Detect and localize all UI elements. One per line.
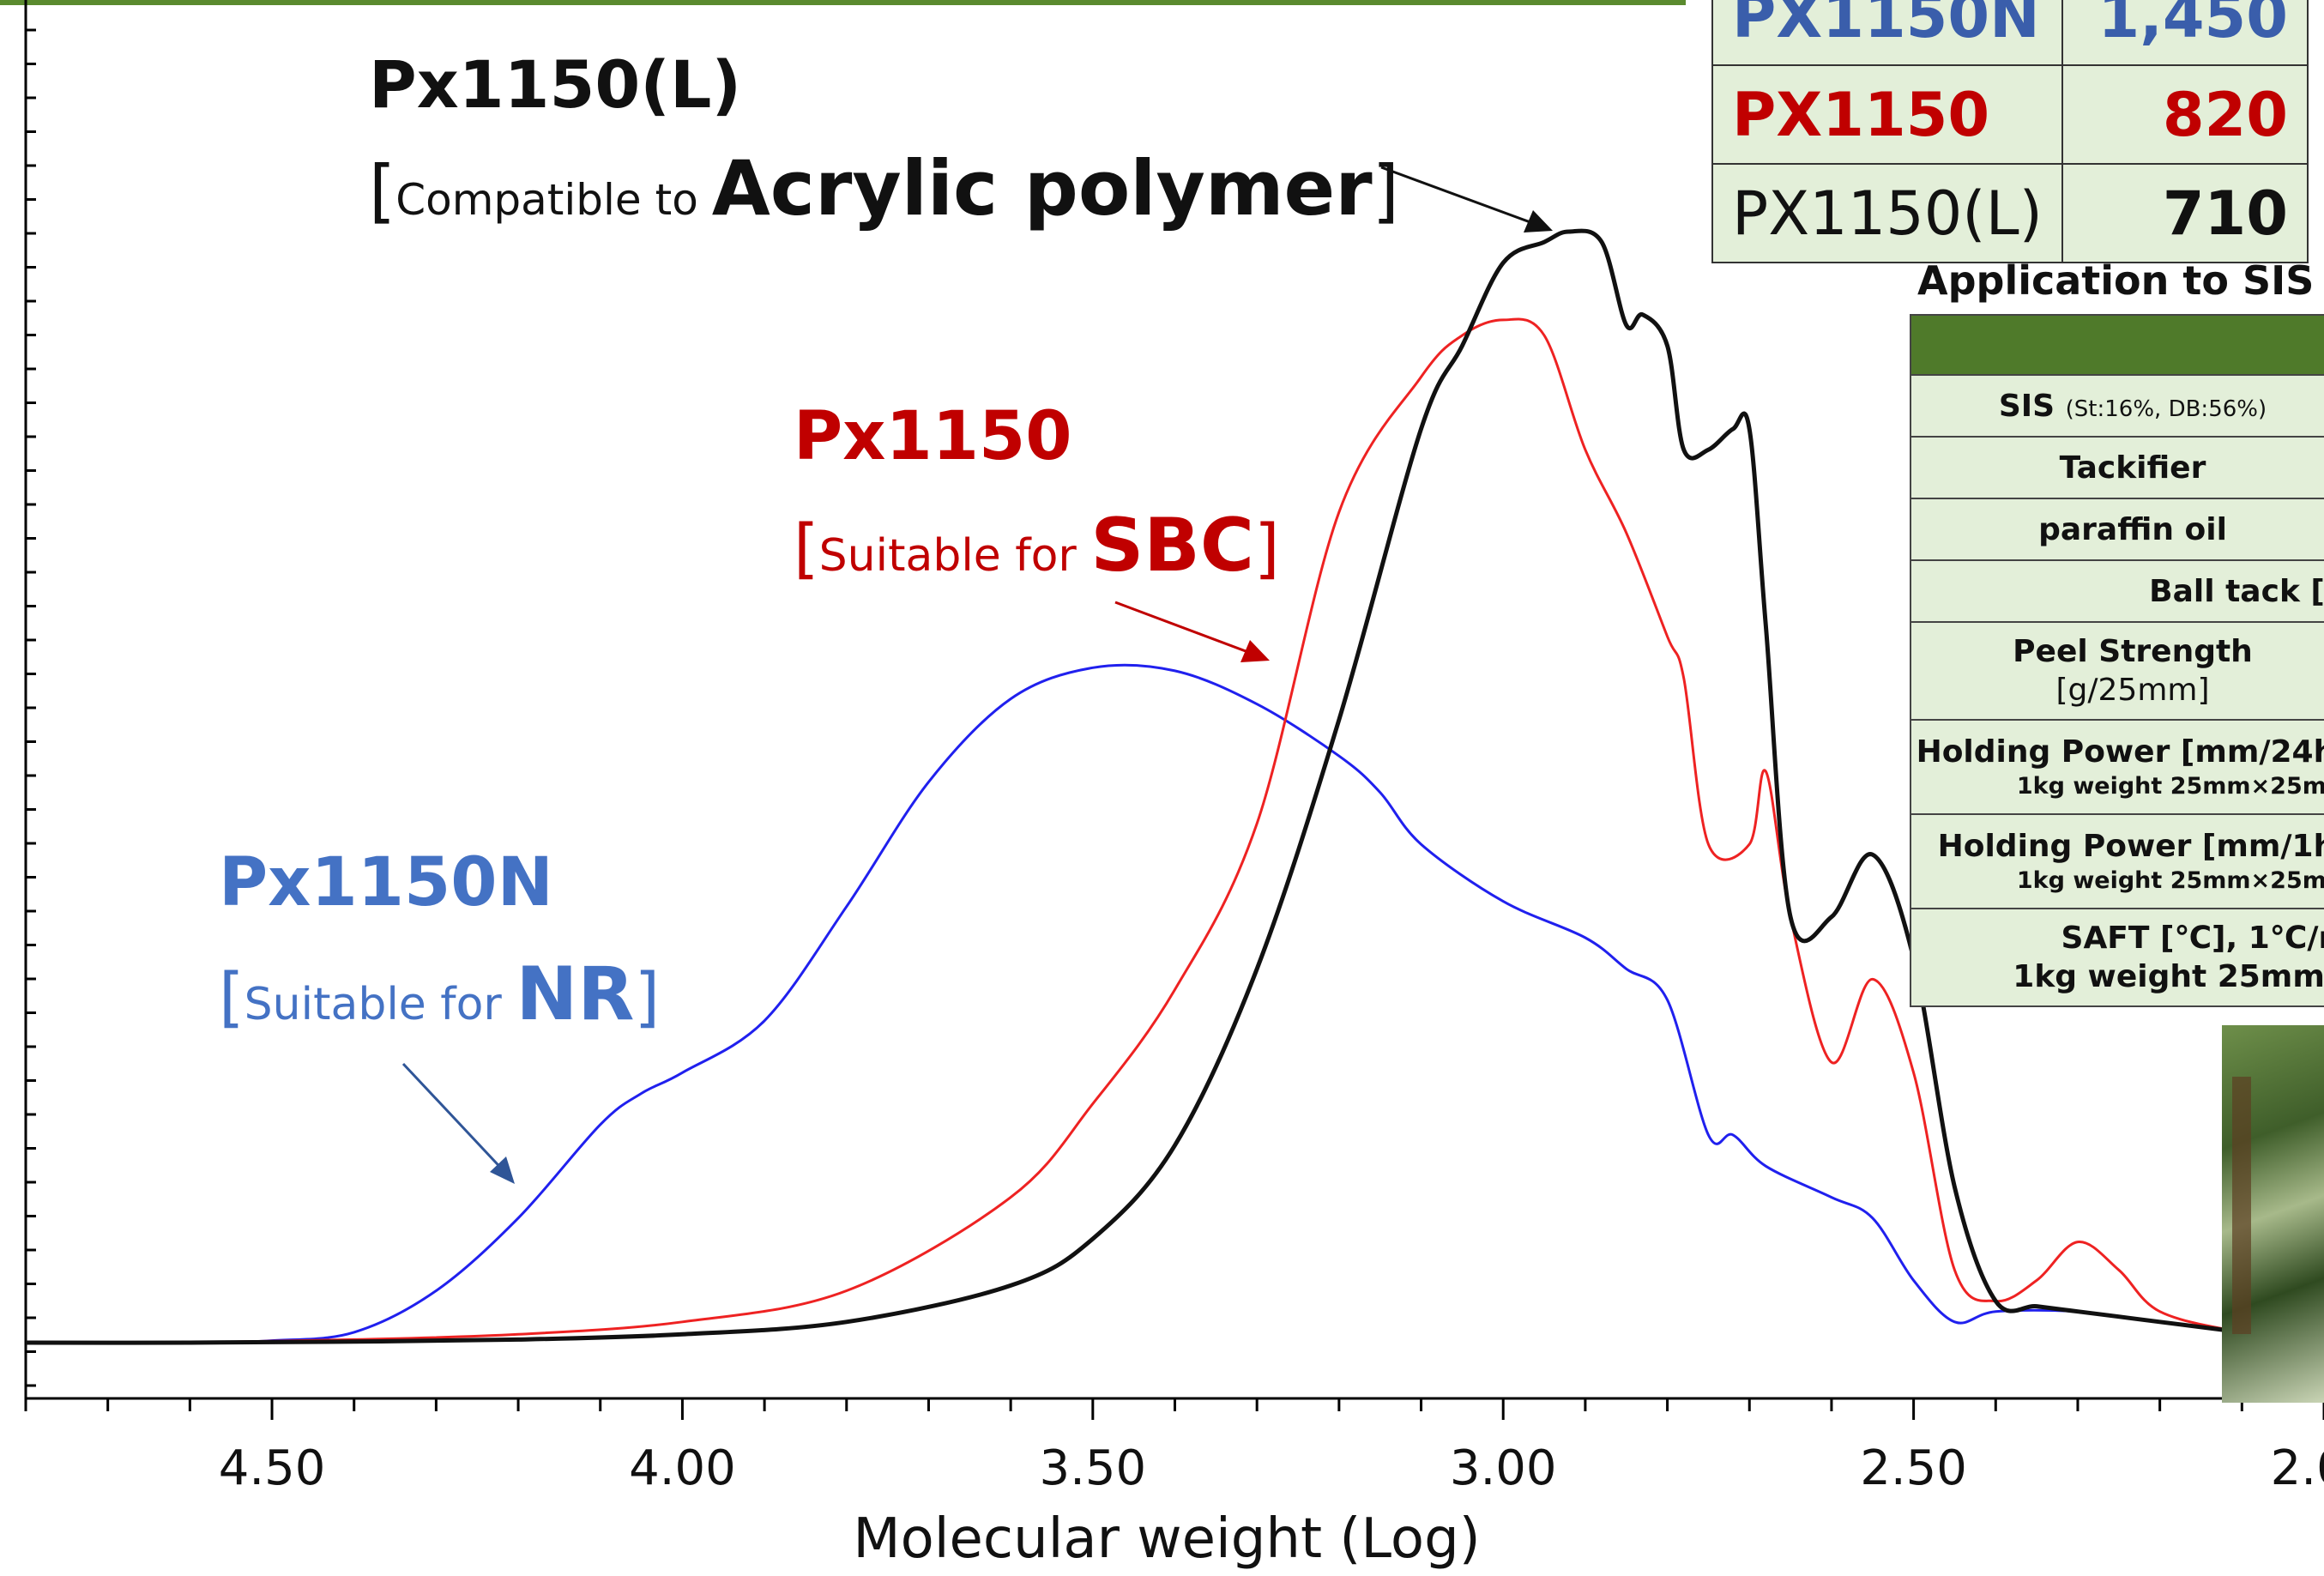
properties-row: Ball tack [N	[1910, 559, 2324, 623]
mw-row: PX1150N 1,450	[1711, 0, 2309, 66]
annotation-s-arrow	[1114, 601, 1260, 658]
property-saft-label: SAFT [℃], 1℃/m	[2061, 921, 2324, 956]
properties-row: paraffin oil	[1910, 498, 2324, 561]
mw-row: PX1150 820	[1711, 64, 2309, 165]
annotation-n-small: Suitable for	[244, 979, 516, 1030]
property-holding-24hr-label: Holding Power [mm/24hr	[1916, 734, 2324, 770]
top-accent-bar	[0, 0, 1686, 5]
annotation-s-small: Suitable for	[819, 530, 1091, 582]
y-axis-ticks	[26, 28, 36, 1387]
property-ball-tack: Ball tack [N	[1910, 559, 2324, 623]
properties-row: SIS (St:16%, DB:56%)	[1910, 374, 2324, 438]
forest-photo	[2222, 1025, 2324, 1403]
x-axis-ticks: 4.50 4.00 3.50 3.00 2.50 2.00	[24, 1398, 2324, 1496]
series-layer	[25, 228, 2324, 1345]
x-tick-label: 3.00	[1450, 1440, 1557, 1496]
x-tick-label: 2.00	[2271, 1440, 2324, 1496]
annotation-n-desc: [Suitable for NR]	[219, 951, 660, 1037]
forest-photo-trunk	[2232, 1077, 2251, 1334]
annotation-n-open: [	[219, 958, 244, 1035]
property-sis-label: SIS	[1998, 388, 2055, 424]
annotation-n-close: ]	[635, 958, 661, 1035]
properties-row: Holding Power [mm/1hr 1kg weight 25mm×25m…	[1910, 813, 2324, 909]
properties-row: Holding Power [mm/24hr 1kg weight 25mm×25…	[1910, 719, 2324, 815]
annotation-l-title: Px1150(L)	[369, 46, 741, 123]
mw-name-px1150l: PX1150(L)	[1711, 163, 2063, 263]
annotation-l-arrow	[1380, 166, 1545, 229]
mw-value-px1150: 820	[2061, 64, 2309, 165]
series-line-px1150n	[25, 663, 2324, 1344]
series-line-px1150-l-	[25, 228, 2324, 1345]
property-holding-1hr-sub: 1kg weight 25mm×25mm	[2016, 867, 2324, 894]
annotation-l-arrowhead	[1524, 210, 1553, 232]
mw-value-px1150n: 1,450	[2061, 0, 2309, 66]
property-holding-1hr: Holding Power [mm/1hr 1kg weight 25mm×25m…	[1910, 813, 2324, 909]
annotation-s-open: [	[794, 510, 819, 586]
annotation-s-desc: [Suitable for SBC]	[794, 503, 1280, 589]
annotation-n-big: NR	[516, 951, 634, 1037]
annotation-n-arrow	[401, 1062, 510, 1177]
properties-header-row	[1910, 314, 2324, 376]
mw-value-px1150l: 710	[2061, 163, 2309, 263]
x-tick-label: 2.50	[1860, 1440, 1967, 1496]
mw-name-px1150n: PX1150N	[1711, 0, 2063, 66]
x-tick-label: 3.50	[1039, 1440, 1146, 1496]
annotation-s-close: ]	[1254, 510, 1280, 586]
annotation-l-small: Compatible to	[395, 175, 711, 225]
properties-row: Peel Strength [g/25mm]	[1910, 621, 2324, 721]
properties-row: Tackifier	[1910, 436, 2324, 499]
properties-table: SIS (St:16%, DB:56%) Tackifier paraffin …	[1910, 314, 2324, 1007]
property-holding-1hr-label: Holding Power [mm/1hr	[1937, 829, 2324, 864]
property-tackifier: Tackifier	[1910, 436, 2324, 499]
property-sis-suffix: (St:16%, DB:56%)	[2065, 396, 2267, 422]
property-saft-sub: 1kg weight 25mm×	[2013, 959, 2324, 994]
property-holding-24hr-sub: 1kg weight 25mm×25mm	[2016, 773, 2324, 800]
x-tick-label: 4.50	[219, 1440, 326, 1496]
property-saft: SAFT [℃], 1℃/m 1kg weight 25mm×	[1910, 908, 2324, 1007]
property-peel-sub: [g/25mm]	[2055, 673, 2210, 708]
x-tick-label: 4.00	[629, 1440, 736, 1496]
application-title: Application to SIS ba	[1917, 257, 2324, 304]
annotation-s-big: SBC	[1090, 503, 1254, 589]
mw-table: PX1150N 1,450 PX1150 820 PX1150(L) 710	[1711, 0, 2309, 263]
annotation-l-open: [	[369, 151, 395, 231]
property-sis: SIS (St:16%, DB:56%)	[1910, 374, 2324, 438]
x-axis-label: Molecular weight (Log)	[853, 1507, 1480, 1571]
properties-row: SAFT [℃], 1℃/m 1kg weight 25mm×	[1910, 908, 2324, 1007]
annotation-l-desc: [Compatible to Acrylic polymer]	[369, 144, 1399, 232]
mw-row: PX1150(L) 710	[1711, 163, 2309, 263]
annotation-n-title: Px1150N	[219, 844, 553, 921]
annotation-n-arrowhead	[490, 1156, 515, 1184]
mw-name-px1150: PX1150	[1711, 64, 2063, 165]
annotation-s-title: Px1150	[794, 398, 1072, 475]
property-peel-strength: Peel Strength [g/25mm]	[1910, 621, 2324, 721]
annotation-l-big: Acrylic polymer	[712, 144, 1373, 232]
property-peel-label: Peel Strength	[2013, 634, 2253, 669]
annotation-l-close: ]	[1373, 151, 1399, 231]
properties-header-cell	[1910, 314, 2324, 376]
property-paraffin-oil: paraffin oil	[1910, 498, 2324, 561]
property-holding-24hr: Holding Power [mm/24hr 1kg weight 25mm×25…	[1910, 719, 2324, 815]
series-line-px1150	[25, 317, 2324, 1344]
annotation-s-arrowhead	[1240, 640, 1270, 662]
